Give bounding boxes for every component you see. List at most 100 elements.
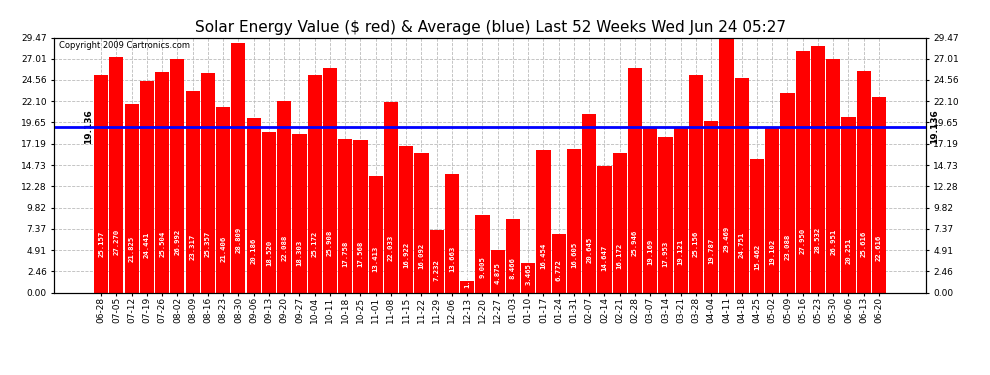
Bar	[872, 97, 886, 292]
Bar	[368, 177, 383, 292]
Bar	[796, 51, 810, 292]
Text: 6.772: 6.772	[555, 259, 561, 281]
Text: 22.616: 22.616	[876, 234, 882, 261]
Bar	[521, 262, 536, 292]
Bar	[399, 146, 413, 292]
Text: 25.946: 25.946	[632, 230, 638, 256]
Text: 19.787: 19.787	[708, 238, 714, 264]
Text: 19.136: 19.136	[930, 110, 939, 144]
Text: 25.157: 25.157	[98, 231, 104, 257]
Bar	[597, 166, 612, 292]
Text: 4.875: 4.875	[495, 262, 501, 284]
Text: 22.033: 22.033	[388, 235, 394, 261]
Bar	[704, 121, 719, 292]
Bar	[308, 75, 322, 292]
Bar	[430, 230, 444, 292]
Text: 26.992: 26.992	[174, 229, 180, 255]
Text: 24.751: 24.751	[739, 231, 744, 258]
Text: 22.088: 22.088	[281, 235, 287, 261]
Text: 15.462: 15.462	[754, 244, 760, 270]
Bar	[384, 102, 398, 292]
Bar	[811, 46, 825, 292]
Text: 25.357: 25.357	[205, 231, 211, 257]
Text: 3.465: 3.465	[525, 264, 532, 285]
Bar	[567, 149, 581, 292]
Text: 25.172: 25.172	[312, 231, 318, 257]
Text: 19.136: 19.136	[84, 110, 93, 144]
Bar	[551, 234, 565, 292]
Text: 16.605: 16.605	[571, 242, 577, 268]
Text: 24.441: 24.441	[144, 232, 149, 258]
Text: 16.172: 16.172	[617, 243, 623, 269]
Bar	[460, 280, 474, 292]
Bar	[826, 59, 841, 292]
Bar	[201, 73, 215, 292]
Bar	[261, 132, 276, 292]
Bar	[109, 57, 124, 292]
Text: 21.825: 21.825	[129, 236, 135, 262]
Text: 27.270: 27.270	[114, 228, 120, 255]
Bar	[856, 71, 871, 292]
Bar	[415, 153, 429, 292]
Bar	[185, 91, 200, 292]
Text: 1.369: 1.369	[464, 266, 470, 288]
Bar	[491, 251, 505, 292]
Bar	[749, 159, 764, 292]
Bar	[628, 68, 643, 292]
Bar	[842, 117, 855, 292]
Text: 23.317: 23.317	[190, 233, 196, 260]
Text: 8.466: 8.466	[510, 257, 516, 279]
Title: Solar Energy Value ($ red) & Average (blue) Last 52 Weeks Wed Jun 24 05:27: Solar Energy Value ($ red) & Average (bl…	[195, 20, 785, 35]
Text: 14.647: 14.647	[602, 244, 608, 271]
Text: 19.121: 19.121	[678, 239, 684, 265]
Text: 28.809: 28.809	[236, 226, 242, 252]
Text: 25.908: 25.908	[327, 230, 333, 256]
Text: 25.156: 25.156	[693, 231, 699, 257]
Text: 23.088: 23.088	[784, 234, 790, 260]
Bar	[323, 68, 337, 292]
Text: 13.663: 13.663	[448, 246, 455, 272]
Bar	[232, 43, 246, 292]
Bar	[506, 219, 520, 292]
Text: 17.568: 17.568	[357, 241, 363, 267]
Text: 16.454: 16.454	[541, 242, 546, 268]
Text: 27.950: 27.950	[800, 227, 806, 254]
Bar	[216, 107, 231, 292]
Text: 21.406: 21.406	[220, 236, 226, 262]
Text: 17.758: 17.758	[343, 241, 348, 267]
Text: 20.251: 20.251	[845, 237, 851, 264]
Bar	[94, 75, 108, 292]
Bar	[689, 75, 703, 292]
Bar	[155, 72, 169, 292]
Bar	[658, 137, 672, 292]
Bar	[720, 38, 734, 292]
Text: 18.520: 18.520	[266, 240, 272, 266]
Bar	[780, 93, 795, 292]
Bar	[475, 214, 489, 292]
Bar	[445, 174, 459, 292]
Text: 26.951: 26.951	[831, 229, 837, 255]
Text: 16.092: 16.092	[419, 243, 425, 269]
Text: 29.469: 29.469	[724, 225, 730, 252]
Text: 9.005: 9.005	[479, 256, 485, 278]
Bar	[247, 118, 260, 292]
Text: 17.953: 17.953	[662, 240, 668, 267]
Bar	[537, 150, 550, 292]
Text: 19.169: 19.169	[647, 239, 653, 265]
Text: 28.532: 28.532	[815, 226, 821, 253]
Text: 13.413: 13.413	[372, 246, 378, 273]
Bar	[353, 141, 367, 292]
Bar	[277, 101, 291, 292]
Text: 7.232: 7.232	[434, 259, 440, 280]
Bar	[765, 127, 779, 292]
Text: 18.303: 18.303	[296, 240, 302, 266]
Bar	[582, 114, 596, 292]
Text: 25.504: 25.504	[159, 231, 165, 257]
Bar	[140, 81, 154, 292]
Bar	[170, 59, 184, 292]
Bar	[735, 78, 748, 292]
Bar	[644, 127, 657, 292]
Text: 19.102: 19.102	[769, 239, 775, 265]
Text: 16.922: 16.922	[403, 242, 409, 268]
Bar	[125, 104, 139, 292]
